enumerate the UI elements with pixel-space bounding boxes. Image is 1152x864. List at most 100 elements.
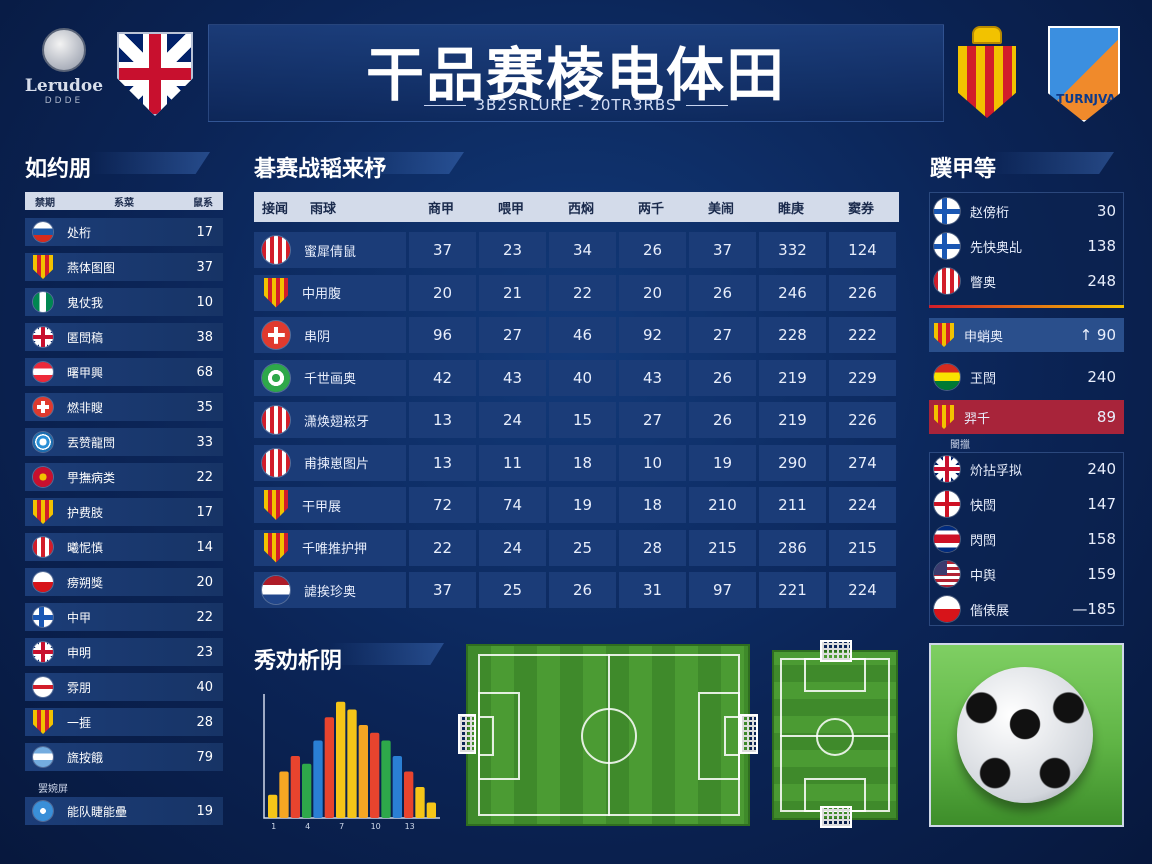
team-value: ↑ 90 xyxy=(1079,326,1116,344)
list-item[interactable]: 赵傍桁 30 xyxy=(934,196,1120,226)
left-footer-label: 罢婉屏 xyxy=(38,784,68,795)
list-item[interactable]: 丟赞龍閚 33 xyxy=(25,428,223,456)
team-value: 68 xyxy=(196,364,213,380)
table-row[interactable]: 串阴 96 27 46 92 27 228 222 xyxy=(254,317,899,353)
chart-bar xyxy=(324,717,334,818)
table-cell: 26 xyxy=(689,274,756,311)
team-value: 147 xyxy=(1087,495,1116,513)
table-row[interactable]: 甫揀崽图片 13 11 18 10 19 290 274 xyxy=(254,444,899,481)
table-cell: 27 xyxy=(619,402,686,438)
list-item[interactable]: 申明 23 xyxy=(25,638,223,666)
col-header[interactable]: 商甲 xyxy=(427,201,454,217)
flag-icon xyxy=(934,233,960,259)
flag-icon xyxy=(33,801,53,821)
table-cell: 26 xyxy=(689,359,756,396)
page-subtitle: 3B2SRLURE - 20TR3RBS xyxy=(208,96,944,114)
team-name: 千世画奥 xyxy=(304,372,357,387)
list-item[interactable]: 雰朋 40 xyxy=(25,673,223,701)
list-item[interactable]: 申蛸奥 ↑ 90 xyxy=(934,320,1120,350)
table-row[interactable]: 千唯推护押 22 24 25 28 215 286 215 xyxy=(254,529,899,566)
list-item[interactable]: 快閚 147 xyxy=(934,489,1120,519)
team-name: 痨朔獎 xyxy=(67,575,104,590)
table-cell: 21 xyxy=(479,274,546,311)
table-cell: 27 xyxy=(479,317,546,353)
col-header[interactable]: 西焖 xyxy=(567,201,594,217)
flag-icon xyxy=(262,576,290,604)
flag-icon xyxy=(33,537,53,557)
table-cell: 224 xyxy=(829,572,896,608)
col-header[interactable]: 窦券 xyxy=(847,201,874,217)
table-cell: 219 xyxy=(759,402,826,438)
list-item[interactable]: 偕俵展 —185 xyxy=(934,594,1120,624)
list-item[interactable]: 燕体图图 37 xyxy=(25,253,223,281)
flag-icon xyxy=(33,292,53,312)
list-item[interactable]: 玊閚 240 xyxy=(934,362,1120,392)
list-item[interactable]: 中舆 159 xyxy=(934,559,1120,589)
table-cell: 18 xyxy=(549,444,616,481)
list-item[interactable]: 能队睫能壘 19 xyxy=(25,797,223,825)
list-item[interactable]: 痨朔獎 20 xyxy=(25,568,223,596)
col-header[interactable]: 睢庚 xyxy=(777,201,804,217)
team-value: 10 xyxy=(196,294,213,310)
team-name: 炌拈孚拟 xyxy=(970,463,1023,479)
chart-bar xyxy=(381,740,391,818)
list-item[interactable]: 燃非瞍 35 xyxy=(25,393,223,421)
list-item[interactable]: 护费肢 17 xyxy=(25,498,223,526)
tournament-logo: TURNJVA xyxy=(1048,26,1120,122)
table-row[interactable]: 千世画奥 42 43 40 43 26 219 229 xyxy=(254,359,899,396)
flag-icon xyxy=(33,362,53,382)
list-item[interactable]: 甼撫病类 22 xyxy=(25,463,223,491)
list-item[interactable]: 鬼仗我 10 xyxy=(25,288,223,316)
table-cell: 97 xyxy=(689,572,756,608)
team-name: 快閚 xyxy=(970,498,997,514)
list-item[interactable]: 处桁 17 xyxy=(25,218,223,246)
table-cell: 229 xyxy=(829,359,896,396)
list-item[interactable]: 曙甲興 68 xyxy=(25,358,223,386)
list-item[interactable]: 旒按餓 79 xyxy=(25,743,223,771)
list-item[interactable]: 匿閚稿 38 xyxy=(25,323,223,351)
col-header[interactable]: 接闻 xyxy=(262,201,289,217)
chart-tick-label: 1 xyxy=(271,822,276,830)
table-row[interactable]: 蜜犀倩鼠 37 23 34 26 37 332 124 xyxy=(254,232,899,268)
table-cell: 31 xyxy=(619,572,686,608)
chart-bar xyxy=(404,771,414,818)
flag-icon xyxy=(934,456,960,482)
table-row[interactable]: 謔挨珍奥 37 25 26 31 97 221 224 xyxy=(254,572,899,608)
list-item[interactable]: 中甲 22 xyxy=(25,603,223,631)
team-cell: 中用腹 xyxy=(254,274,406,311)
team-value: 33 xyxy=(196,434,213,450)
team-name: 鬼仗我 xyxy=(67,295,104,310)
list-item[interactable]: 閃閚 158 xyxy=(934,524,1120,554)
col-header[interactable]: 雨球 xyxy=(310,201,337,217)
team-name: 燕体图图 xyxy=(67,260,116,275)
left-table-header: 禁期 系菜 鼠系 xyxy=(25,192,223,210)
col-header[interactable]: 喂甲 xyxy=(497,201,524,217)
table-row[interactable]: 中用腹 20 21 22 20 26 246 226 xyxy=(254,274,899,311)
table-row[interactable]: 潇焕翅崧牙 13 24 15 27 26 219 226 xyxy=(254,402,899,438)
list-item[interactable]: 先快奥乩 138 xyxy=(934,231,1120,261)
right-panel-title: 蹼甲等 xyxy=(930,157,997,182)
chart-bar xyxy=(268,794,278,818)
col-header[interactable]: 两千 xyxy=(637,201,664,217)
table-cell: 11 xyxy=(479,444,546,481)
crest-icon xyxy=(264,490,288,520)
right-row-highlight xyxy=(929,318,1124,352)
list-item[interactable]: 一捱 28 xyxy=(25,708,223,736)
team-name: 处桁 xyxy=(67,225,92,240)
list-item[interactable]: 曦怩慎 14 xyxy=(25,533,223,561)
left-col-header[interactable]: 鼠系 xyxy=(193,197,213,209)
list-item[interactable]: 羿千 89 xyxy=(934,402,1120,432)
col-header[interactable]: 美闹 xyxy=(707,201,734,217)
table-cell: 124 xyxy=(829,232,896,268)
table-cell: 28 xyxy=(619,529,686,566)
list-item[interactable]: 瞥奥 248 xyxy=(934,266,1120,296)
football-photo xyxy=(929,643,1124,827)
list-item[interactable]: 炌拈孚拟 240 xyxy=(934,454,1120,484)
table-cell: 215 xyxy=(829,529,896,566)
table-cell: 15 xyxy=(549,402,616,438)
left-col-header[interactable]: 系菜 xyxy=(114,197,134,209)
table-row[interactable]: 干甲展 72 74 19 18 210 211 224 xyxy=(254,487,899,523)
crest-icon xyxy=(264,532,288,563)
left-col-header[interactable]: 禁期 xyxy=(35,197,55,209)
team-name: 能队睫能壘 xyxy=(67,804,128,819)
